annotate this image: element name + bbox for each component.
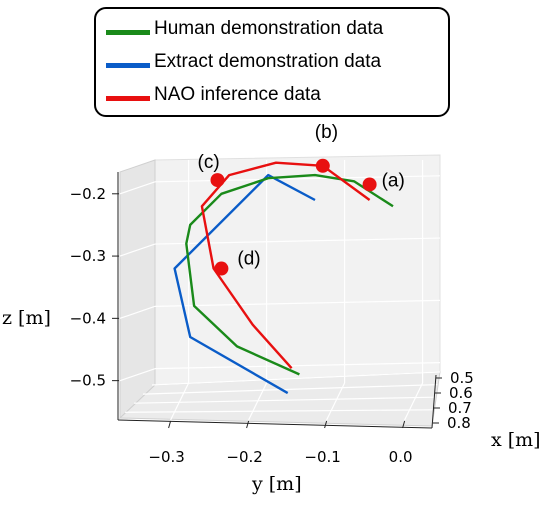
z-axis-ticks: −0.2 −0.3 −0.4 −0.5 — [70, 185, 119, 390]
annotation-layer: (a) (b) (c) (d) — [198, 122, 405, 276]
y-axis-ticks: −0.3 −0.2 −0.1 0.0 — [148, 420, 413, 466]
x-tick-label: 0.6 — [449, 384, 473, 402]
grid-line-x — [124, 409, 433, 413]
legend-item-human: Human demonstration data — [96, 17, 448, 47]
series-layer — [173, 161, 394, 395]
y-tick-label: −0.3 — [148, 448, 184, 466]
legend-label-nao: NAO inference data — [154, 84, 321, 105]
grid-line-x — [142, 384, 438, 395]
series-line-2 — [200, 161, 371, 370]
annotation-point — [214, 261, 229, 276]
z-tick-label: −0.2 — [70, 185, 106, 203]
y-tick-label: 0.0 — [389, 448, 413, 466]
z-tick-label: −0.5 — [70, 372, 106, 390]
grid-line-x — [133, 396, 436, 404]
grid-line-x — [151, 371, 441, 386]
y-tick-mark — [402, 420, 406, 429]
annotation-label: (d) — [237, 249, 260, 270]
z-tick-label: −0.3 — [70, 247, 106, 265]
annotation-point — [362, 177, 377, 192]
legend-swatch-human — [106, 30, 150, 35]
grid-line-y-floor — [326, 382, 346, 421]
y-axis-label: y [m] — [251, 473, 302, 495]
y-tick-mark — [246, 420, 250, 429]
x-axis-line — [431, 374, 437, 429]
y-tick-label: −0.2 — [226, 448, 262, 466]
legend-swatch-nao — [106, 96, 150, 101]
grid-line-z-left — [119, 181, 156, 195]
grid-line-y-floor — [248, 382, 268, 421]
grid-line-z-left — [119, 368, 156, 382]
x-axis-ticks: 0.50.60.70.8 — [433, 369, 474, 432]
annotation-label: (b) — [315, 122, 338, 143]
legend-label-extract: Extract demonstration data — [154, 51, 382, 72]
grid-line-y-floor — [170, 382, 190, 421]
annotation-label: (a) — [382, 170, 405, 191]
x-tick-label: 0.7 — [448, 399, 472, 417]
x-tick-label: 0.5 — [450, 369, 474, 387]
annotation-point — [315, 158, 330, 173]
x-tick-label: 0.8 — [447, 414, 471, 432]
series-line-0 — [185, 173, 394, 376]
legend-item-extract: Extract demonstration data — [96, 50, 448, 80]
legend: Human demonstration data Extract demonst… — [94, 7, 450, 117]
x-axis-label: x [m] — [491, 429, 541, 451]
annotation-label: (c) — [198, 152, 220, 173]
z-tick-label: −0.4 — [70, 309, 106, 327]
annotation-point — [210, 173, 225, 188]
grid-line-y-floor — [404, 382, 424, 421]
series-line-1 — [173, 173, 316, 395]
y-tick-mark — [168, 420, 172, 429]
grid-line-z-left — [119, 305, 156, 319]
grid-line-z — [154, 299, 441, 307]
grid-line-z — [154, 362, 441, 370]
z-axis-label: z [m] — [2, 307, 51, 329]
grid-line-z-left — [119, 243, 156, 257]
legend-item-nao: NAO inference data — [96, 83, 448, 113]
legend-swatch-extract — [106, 63, 150, 68]
grid-line-z — [154, 237, 441, 245]
y-tick-label: −0.1 — [304, 448, 340, 466]
legend-label-human: Human demonstration data — [154, 18, 384, 39]
y-tick-mark — [324, 420, 328, 429]
grid-line-z — [154, 175, 441, 183]
